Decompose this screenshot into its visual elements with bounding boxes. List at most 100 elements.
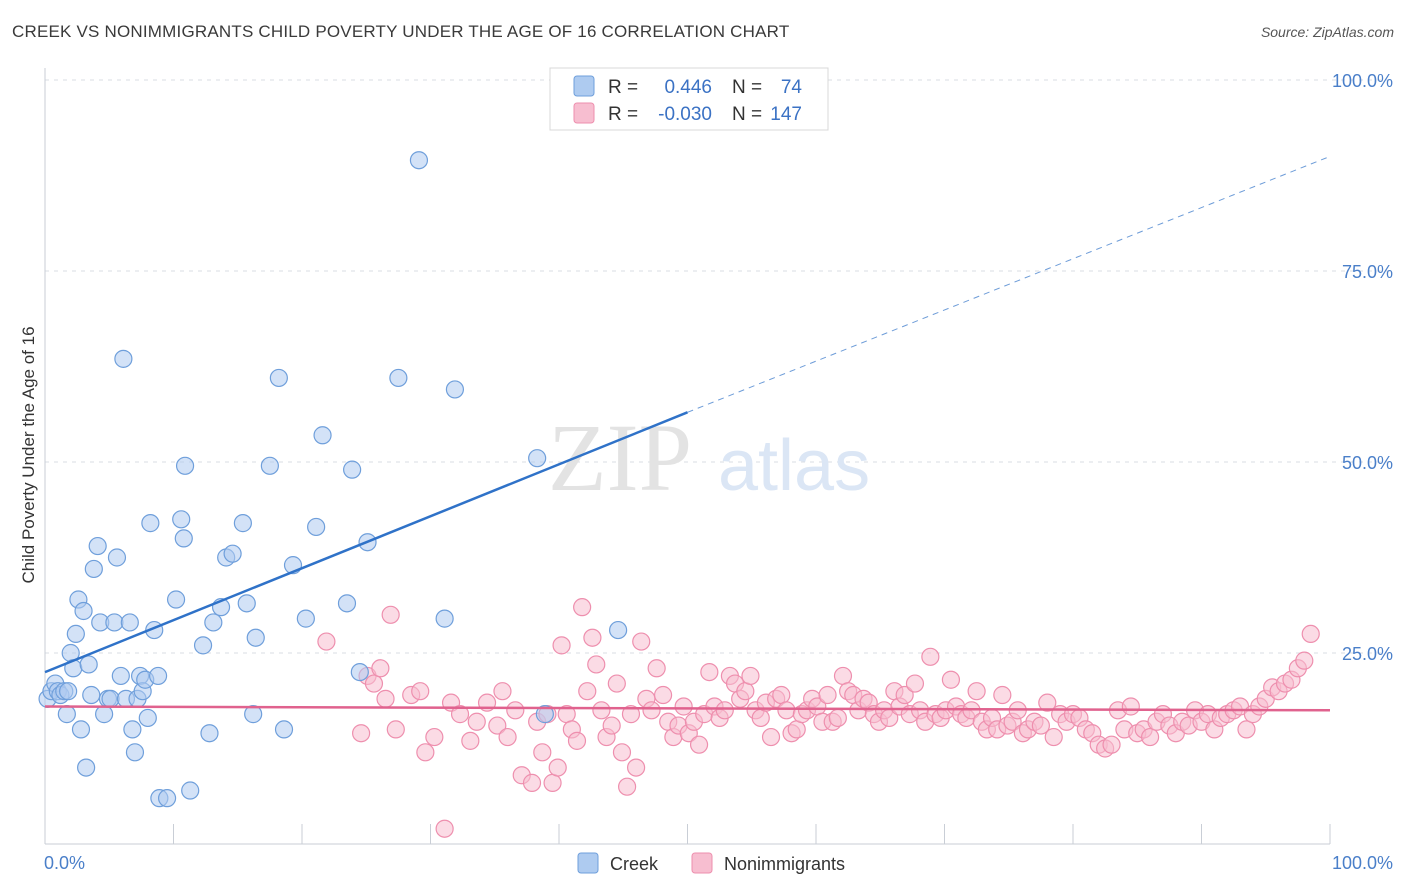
nonimmigrants-point — [578, 682, 597, 701]
creek-point — [77, 758, 96, 777]
creek-point — [57, 705, 76, 724]
nonimmigrants-point — [425, 727, 444, 747]
nonimmigrants-point — [621, 705, 641, 724]
legend: R = 0.446 N = 74 R = -0.030 N = 147 — [549, 67, 829, 131]
nonimmigrants-point — [993, 685, 1012, 705]
nonimmigrants-point — [818, 685, 837, 705]
creek-trend-extension — [687, 155, 1331, 413]
nonimmigrants-point — [612, 743, 632, 762]
legend-creek-r-value: 0.446 — [664, 77, 712, 98]
nonimmigrants-point — [364, 674, 384, 693]
creek-trend-line — [44, 411, 688, 674]
nonimmigrants-point — [761, 727, 781, 747]
creek-point — [244, 705, 263, 724]
creek-point — [223, 544, 242, 563]
creek-point — [337, 594, 357, 613]
creek-point — [237, 594, 256, 613]
legend-nonimm-r-value: -0.030 — [658, 104, 712, 125]
bottom-legend-creek-swatch — [577, 852, 599, 874]
nonimmigrants-point — [488, 716, 507, 735]
creek-point — [120, 613, 139, 632]
creek-point — [204, 613, 223, 632]
nonimmigrants-point — [642, 701, 661, 720]
creek-point — [88, 536, 107, 556]
nonimmigrants-point — [552, 636, 571, 655]
nonimmigrants-point — [715, 701, 734, 720]
chart-title: CREEK VS NONIMMIGRANTS CHILD POVERTY UND… — [12, 22, 790, 41]
nonimmigrants-point — [317, 632, 336, 651]
x-tick-label-min: 0.0% — [44, 853, 85, 873]
nonimmigrants-point — [1038, 693, 1057, 712]
nonimmigrants-point — [467, 712, 486, 731]
nonimmigrants-point — [736, 682, 755, 701]
nonimmigrants-point — [461, 731, 480, 750]
nonimmigrants-point — [700, 662, 719, 682]
nonimmigrants-point — [674, 697, 693, 716]
y-tick-labels: 25.0% 50.0% 75.0% 100.0% — [1332, 71, 1393, 664]
nonimmigrants-point — [587, 655, 606, 674]
nonimmigrants-point — [1044, 727, 1063, 747]
creek-point — [59, 682, 78, 701]
creek-point — [123, 720, 142, 739]
creek-points — [38, 151, 628, 808]
nonimmigrants-point — [787, 720, 806, 739]
creek-point — [233, 514, 252, 533]
creek-point — [343, 460, 362, 479]
nonimmigrants-point — [583, 628, 602, 647]
legend-nonimm-n-value: 147 — [770, 104, 802, 125]
nonimmigrants-point — [1031, 716, 1050, 735]
nonimmigrants-point — [741, 666, 760, 686]
trend-lines — [44, 155, 1331, 712]
nonimmigrants-point — [386, 720, 405, 739]
creek-point — [269, 368, 288, 388]
nonimmigrants-point — [1237, 720, 1256, 739]
nonimmigrants-point — [967, 682, 986, 701]
nonimmigrants-point — [506, 701, 525, 720]
nonimmigrants-point — [411, 682, 430, 701]
nonimmigrants-point — [498, 727, 517, 747]
nonimmigrants-point — [921, 647, 940, 666]
source-label: Source: ZipAtlas.com — [1260, 24, 1394, 40]
x-tick-label-max: 100.0% — [1332, 853, 1393, 873]
creek-point — [181, 781, 200, 800]
nonimmigrants-point — [1301, 624, 1320, 644]
axes — [44, 68, 1331, 845]
creek-point — [141, 514, 160, 533]
nonimmigrants-point — [941, 670, 961, 689]
creek-point — [84, 559, 103, 579]
nonimmigrants-point — [647, 659, 666, 678]
legend-nonimm-swatch — [573, 102, 595, 124]
creek-point — [138, 708, 157, 728]
nonimmigrants-point — [632, 632, 651, 651]
legend-creek-n-label: N = — [732, 77, 762, 98]
nonimmigrants-point — [905, 674, 925, 693]
nonimmigrants-point — [772, 685, 791, 705]
nonimmigrants-point — [416, 743, 435, 762]
nonimmigrants-point — [777, 701, 796, 720]
bottom-legend: Creek Nonimmigrants — [577, 852, 845, 874]
creek-point — [409, 151, 429, 170]
nonimmigrants-point — [653, 685, 673, 705]
nonimmigrants-point — [352, 724, 371, 743]
nonimmigrants-point — [376, 689, 395, 708]
nonimmigrants-point — [543, 773, 562, 792]
creek-point — [95, 705, 114, 724]
creek-point — [307, 517, 326, 537]
legend-creek-swatch — [573, 75, 595, 97]
creek-point — [313, 426, 332, 445]
creek-point — [74, 601, 93, 621]
nonimmigrants-point — [1102, 735, 1121, 754]
legend-nonimm-r-label: R = — [608, 104, 638, 125]
creek-point — [445, 380, 465, 399]
bottom-legend-nonimm-label: Nonimmigrants — [724, 854, 845, 874]
creek-point — [166, 590, 186, 609]
creek-point — [435, 609, 454, 628]
creek-point — [105, 613, 124, 632]
nonimmigrants-point — [751, 708, 770, 728]
nonimmigrants-point — [435, 819, 454, 838]
creek-point — [389, 368, 408, 388]
legend-creek-n-value: 74 — [781, 77, 803, 98]
creek-point — [528, 449, 547, 468]
creek-point — [114, 349, 133, 368]
creek-point — [609, 620, 628, 640]
